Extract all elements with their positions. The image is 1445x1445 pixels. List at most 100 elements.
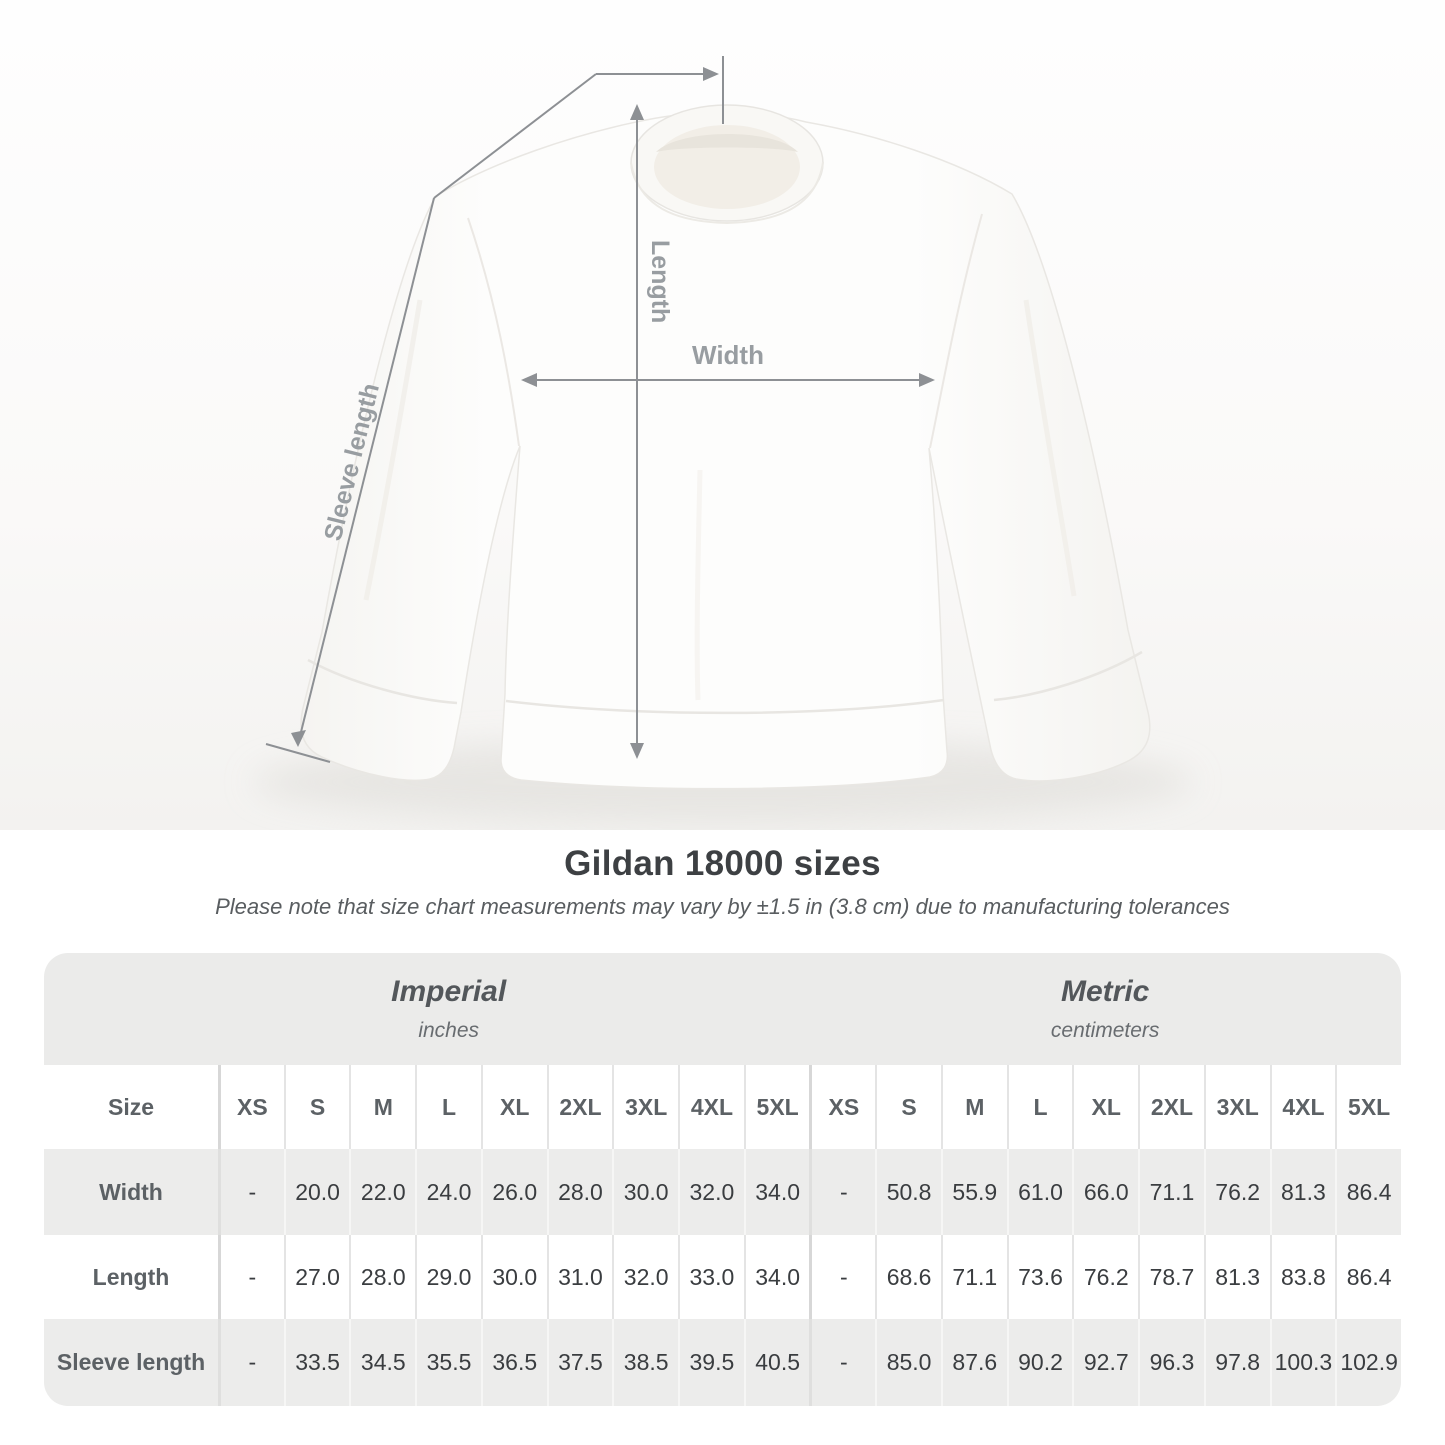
value-cell: 31.0 <box>546 1235 613 1319</box>
value-cell: 71.1 <box>1138 1149 1204 1235</box>
size-header: 2XL <box>546 1065 613 1149</box>
value-cell: 37.5 <box>546 1319 613 1406</box>
page-title: Gildan 18000 sizes <box>564 844 881 883</box>
size-header: L <box>415 1065 481 1149</box>
imperial-header: Imperial inches <box>44 953 809 1065</box>
units-header-row: Imperial inches Metric centimeters <box>44 953 1401 1065</box>
row-label: Length <box>92 1263 170 1290</box>
value-cell: 86.4 <box>1335 1235 1401 1319</box>
value-cell: 32.0 <box>612 1235 678 1319</box>
sleeve-diagonal-upper <box>433 73 597 199</box>
value-cell: 81.3 <box>1203 1235 1270 1319</box>
value-cell: 22.0 <box>349 1149 415 1235</box>
imperial-unit: inches <box>418 1019 480 1042</box>
row-label: Sleeve length <box>56 1349 206 1375</box>
title-block: Gildan 18000 sizes Please note that size… <box>0 844 1445 920</box>
size-header: XL <box>480 1065 547 1149</box>
value-cell: 61.0 <box>1006 1149 1073 1235</box>
value-cell: 81.3 <box>1269 1149 1336 1235</box>
value-cell: 35.5 <box>415 1319 481 1406</box>
row-label: Width <box>99 1178 163 1205</box>
value-cell: - <box>809 1235 875 1319</box>
size-header: 3XL <box>612 1065 678 1149</box>
value-cell: 28.0 <box>349 1235 415 1319</box>
size-header: 4XL <box>1269 1065 1336 1149</box>
size-header: 5XL <box>743 1065 810 1149</box>
value-cell: - <box>218 1319 284 1406</box>
size-column-title: Size <box>107 1093 155 1120</box>
measurement-lines <box>265 56 927 763</box>
size-header-row: Size XS S M L XL 2XL 3XL 4XL 5XL XS S M … <box>44 1065 1401 1149</box>
sweatshirt-diagram: Length Width Sleeve length <box>0 0 1445 830</box>
hem-band <box>505 698 945 715</box>
value-cell: 83.8 <box>1269 1235 1336 1319</box>
value-cell: 33.0 <box>678 1235 744 1319</box>
value-cell: 30.0 <box>480 1235 547 1319</box>
length-bottom-arrow <box>630 743 644 759</box>
value-cell: 97.8 <box>1203 1319 1270 1406</box>
value-cell: 78.7 <box>1138 1235 1204 1319</box>
sleeve-length-row: Sleeve length - 33.5 34.5 35.5 36.5 37.5… <box>44 1319 1401 1406</box>
value-cell: 66.0 <box>1072 1149 1138 1235</box>
value-cell: 34.0 <box>743 1149 810 1235</box>
value-cell: 30.0 <box>612 1149 678 1235</box>
size-header: 3XL <box>1203 1065 1270 1149</box>
length-label: Length <box>646 240 674 323</box>
value-cell: 28.0 <box>546 1149 613 1235</box>
value-cell: 40.5 <box>743 1319 810 1406</box>
value-cell: - <box>218 1149 284 1235</box>
value-cell: 34.5 <box>349 1319 415 1406</box>
value-cell: 76.2 <box>1203 1149 1270 1235</box>
value-cell: 27.0 <box>283 1235 350 1319</box>
value-cell: - <box>809 1319 875 1406</box>
width-row: Width - 20.0 22.0 24.0 26.0 28.0 30.0 32… <box>44 1149 1401 1235</box>
width-right-arrow <box>919 373 935 387</box>
value-cell: 96.3 <box>1138 1319 1204 1406</box>
value-cell: - <box>809 1149 875 1235</box>
value-cell: 55.9 <box>940 1149 1007 1235</box>
sleeve-cuff-arrow <box>291 730 306 747</box>
metric-unit: centimeters <box>1050 1019 1160 1042</box>
size-header: 2XL <box>1138 1065 1204 1149</box>
sweatshirt <box>300 104 1151 790</box>
size-header: L <box>1006 1065 1073 1149</box>
value-cell: 85.0 <box>875 1319 941 1406</box>
size-header: XS <box>218 1065 284 1149</box>
size-header: 5XL <box>1335 1065 1401 1149</box>
length-row: Length - 27.0 28.0 29.0 30.0 31.0 32.0 3… <box>44 1235 1401 1319</box>
left-cuff <box>307 658 458 705</box>
measurement-arrowheads <box>291 67 935 759</box>
imperial-title: Imperial <box>391 975 507 1008</box>
size-header: 4XL <box>678 1065 744 1149</box>
value-cell: 29.0 <box>415 1235 481 1319</box>
width-left-arrow <box>521 373 537 387</box>
collar <box>630 104 824 225</box>
size-chart-table: Imperial inches Metric centimeters Size … <box>44 953 1401 1406</box>
cuff-tick <box>265 743 331 763</box>
value-cell: 39.5 <box>678 1319 744 1406</box>
width-label: Width <box>692 340 764 370</box>
value-cell: 33.5 <box>283 1319 350 1406</box>
value-cell: 26.0 <box>480 1149 547 1235</box>
right-cuff <box>993 650 1143 702</box>
value-cell: 34.0 <box>743 1235 810 1319</box>
value-cell: 102.9 <box>1335 1319 1401 1406</box>
length-top-arrow <box>630 104 644 120</box>
value-cell: 92.7 <box>1072 1319 1138 1406</box>
value-cell: 36.5 <box>480 1319 547 1406</box>
sleeve-diagonal-lower <box>299 197 435 737</box>
product-photo: Length Width Sleeve length <box>0 0 1445 830</box>
size-header: M <box>349 1065 415 1149</box>
tolerance-note: Please note that size chart measurements… <box>215 894 1230 919</box>
value-cell: 68.6 <box>875 1235 941 1319</box>
metric-header: Metric centimeters <box>809 953 1401 1065</box>
value-cell: 100.3 <box>1269 1319 1336 1406</box>
size-header: XS <box>809 1065 875 1149</box>
value-cell: 90.2 <box>1006 1319 1073 1406</box>
sleeve-top-arrow <box>703 67 719 81</box>
value-cell: 24.0 <box>415 1149 481 1235</box>
value-cell: 50.8 <box>875 1149 941 1235</box>
metric-title: Metric <box>1060 975 1150 1008</box>
size-header: XL <box>1072 1065 1138 1149</box>
value-cell: - <box>218 1235 284 1319</box>
